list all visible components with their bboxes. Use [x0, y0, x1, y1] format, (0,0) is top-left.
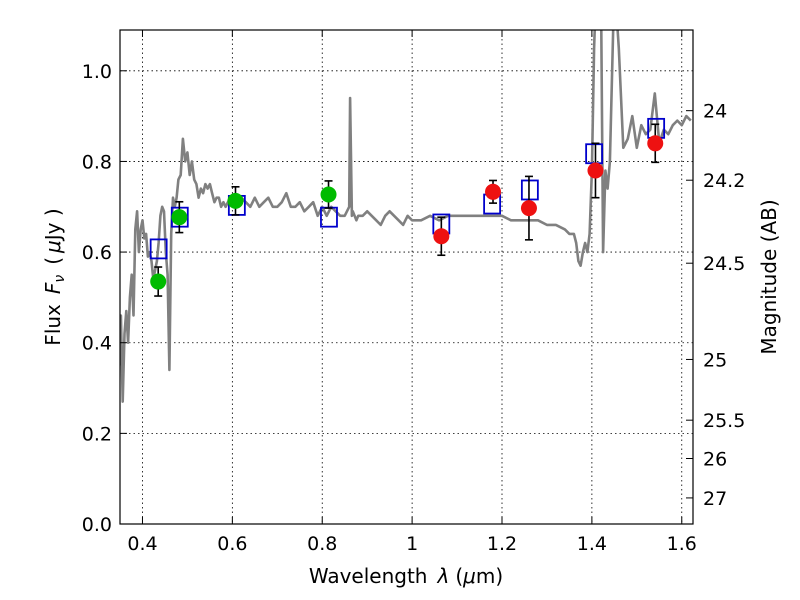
x-tick-label: 1: [406, 533, 418, 555]
y2-tick-label: 25.5: [703, 410, 745, 432]
infrared-point: [647, 135, 664, 152]
y2-axis-title: Magnitude (AB): [757, 199, 781, 354]
y2-tick-label: 24.2: [703, 170, 745, 192]
x-tick-label: 0.4: [127, 533, 157, 555]
x-tick-label: 0.6: [217, 533, 247, 555]
x-axis-title: Wavelength λ (μm): [309, 564, 503, 588]
y2-tick-label: 27: [703, 488, 727, 510]
x-tick-label: 0.8: [307, 533, 337, 555]
x-tick-label: 1.2: [487, 533, 517, 555]
y-tick-label: 0.8: [82, 151, 112, 173]
optical-point: [171, 209, 188, 226]
y-tick-label: 0.4: [82, 333, 112, 355]
optical-point: [320, 186, 337, 203]
y2-tick-label: 25: [703, 349, 727, 371]
plot-frame: [119, 29, 694, 525]
x-tick-label: 1.6: [667, 533, 697, 555]
y-axis-title: FluxFν(μJy ): [41, 208, 68, 345]
optical-point: [227, 192, 244, 209]
y-tick-label: 0.2: [82, 423, 112, 445]
y-tick-label: 0.0: [82, 514, 112, 536]
optical-point: [150, 273, 167, 290]
infrared-point: [485, 183, 502, 200]
infrared-point: [433, 228, 450, 245]
x-tick-label: 1.4: [577, 533, 607, 555]
y2-tick-label: 24: [703, 101, 727, 123]
infrared-point: [587, 162, 604, 179]
axis-ticks: 0.4 0.6 0.8 1 1.2 1.4 1.6 0.0 0.2 0.4 0.6 0.8 1.0 24 2…: [82, 30, 745, 555]
infrared-point: [520, 200, 537, 217]
plot-data: [120, 30, 692, 403]
y2-tick-label: 26: [703, 448, 727, 470]
y2-tick-label: 24.5: [703, 253, 745, 275]
model-box-marker: [520, 179, 539, 201]
y-tick-label: 0.6: [82, 242, 112, 264]
model-box-marker: [149, 238, 168, 260]
y-tick-label: 1.0: [82, 61, 112, 83]
